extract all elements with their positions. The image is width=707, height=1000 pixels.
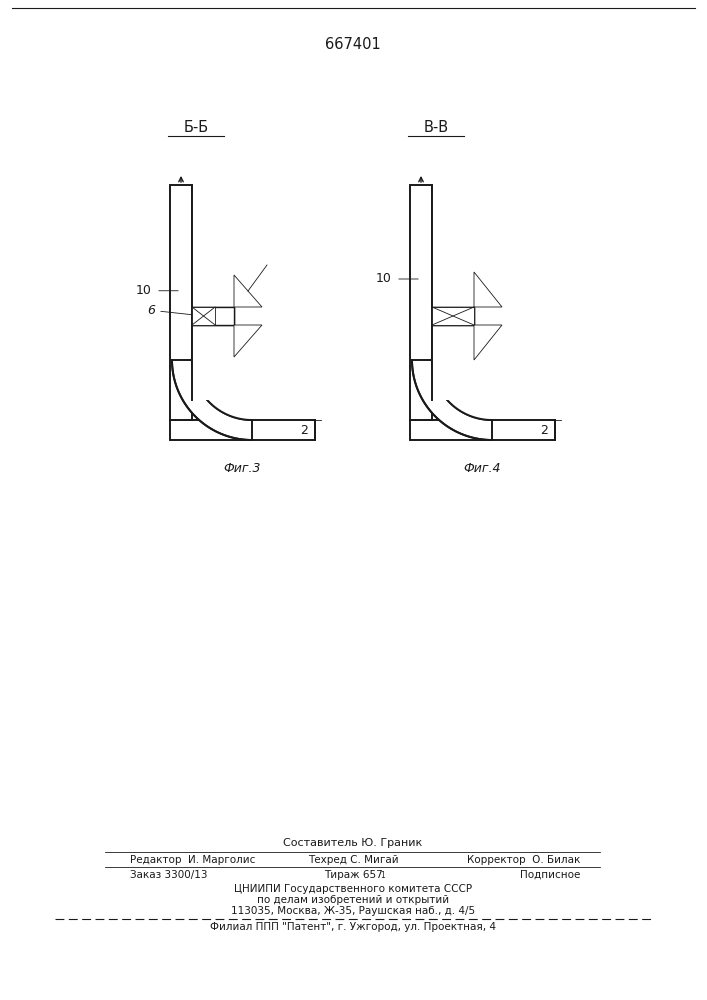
Text: Тираж 657: Тираж 657 [324,870,382,880]
Bar [192,307,234,325]
Bar [432,185,555,400]
Polygon shape [192,360,252,420]
Polygon shape [234,275,262,307]
Text: Подписное: Подписное [520,870,580,880]
Bar [432,307,474,325]
Text: Техред С. Мигай: Техред С. Мигай [308,855,398,865]
Text: Фиг.3: Фиг.3 [223,462,262,475]
Bar [410,420,555,440]
Bar [432,307,474,325]
Text: Заказ 3300/13: Заказ 3300/13 [130,870,207,880]
Bar [170,420,315,440]
Bar [170,185,192,420]
Bar [432,307,474,325]
Text: Фиг.4: Фиг.4 [464,462,501,475]
Text: 2: 2 [200,209,208,222]
Text: 5: 5 [270,368,278,381]
Text: Составитель Ю. Граник: Составитель Ю. Граник [284,838,423,848]
Text: Филиал ППП "Патент", г. Ужгород, ул. Проектная, 4: Филиал ППП "Патент", г. Ужгород, ул. Про… [210,922,496,932]
Text: ЦНИИПИ Государственного комитета СССР: ЦНИИПИ Государственного комитета СССР [234,884,472,894]
Bar [192,307,215,325]
Text: 667401: 667401 [325,37,381,52]
Polygon shape [474,325,502,360]
Text: 10: 10 [376,272,392,286]
Bar [432,307,474,325]
Text: 3: 3 [274,250,282,263]
Text: 6: 6 [147,304,155,318]
Text: 10: 10 [136,284,152,297]
Bar [192,307,234,325]
Polygon shape [172,360,252,440]
Text: 6: 6 [449,272,457,285]
Text: 2: 2 [540,424,548,436]
Text: Корректор  О. Билак: Корректор О. Билак [467,855,580,865]
Bar [192,185,315,400]
Text: Б-Б: Б-Б [183,120,209,135]
Bar [170,185,192,420]
Bar [432,307,474,325]
Bar [410,185,432,420]
Bar [170,420,315,440]
Bar [432,185,535,400]
Text: по делам изобретений и открытий: по делам изобретений и открытий [257,895,449,905]
Bar [410,185,432,420]
Bar [192,307,234,325]
Text: 2: 2 [440,209,448,222]
Text: 3: 3 [514,349,522,361]
Bar [410,420,555,440]
Polygon shape [412,360,492,440]
Bar [192,307,234,325]
Polygon shape [474,272,502,307]
Text: В-В: В-В [423,120,448,135]
Bar [192,185,295,400]
Text: 1: 1 [380,871,385,880]
Polygon shape [432,360,492,420]
Bar [432,307,474,325]
Text: 2: 2 [300,424,308,436]
Text: 113035, Москва, Ж-35, Раушская наб., д. 4/5: 113035, Москва, Ж-35, Раушская наб., д. … [231,906,475,916]
Polygon shape [234,325,262,357]
Text: Редактор  И. Марголис: Редактор И. Марголис [130,855,255,865]
Bar [192,307,215,325]
